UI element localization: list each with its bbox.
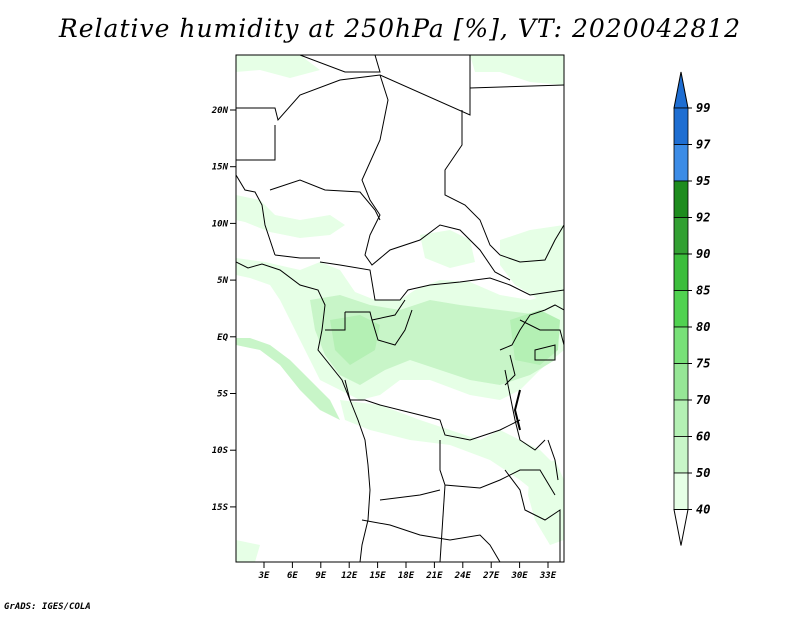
lon-tick-label: 33E (539, 571, 557, 581)
lat-tick-label: 5S (217, 390, 228, 400)
humidity-region-northeast (470, 55, 564, 85)
colorbar-label: 92 (696, 211, 710, 225)
colorbar-segment (673, 180, 689, 218)
humidity-region-congo (310, 295, 560, 385)
colorbar-label: 85 (696, 284, 710, 298)
footer-credit: GrADS: IGES/COLA (4, 602, 91, 612)
colorbar-top-arrow (673, 71, 689, 109)
colorbar-segment (673, 472, 689, 510)
lon-tick-label: 9E (315, 571, 326, 581)
colorbar-label: 40 (696, 503, 710, 517)
humidity-region-lakes (510, 310, 560, 365)
humidity-region-east (500, 225, 564, 300)
colorbar-bottom-arrow (673, 509, 689, 546)
colorbar-segment (673, 363, 689, 401)
colorbar-segment (673, 107, 689, 145)
colorbar-label: 80 (696, 320, 710, 334)
colorbar-segment (673, 326, 689, 364)
longitude-axis: 3E 6E 9E 12E 15E 18E 21E 24E 27E 30E 33E (258, 562, 557, 581)
colorbar-segment (673, 436, 689, 474)
map-panel (235, 54, 565, 563)
humidity-region-south-coast (236, 338, 340, 420)
lon-tick-label: 15E (369, 571, 386, 581)
map-frame (235, 54, 565, 563)
humidity-region-southeast (528, 460, 564, 545)
colorbar-label: 50 (696, 466, 710, 480)
colorbar-label: 75 (696, 357, 710, 371)
lon-tick-label: 24E (454, 571, 472, 581)
map-title: Relative humidity at 250hPa [%], VT: 202… (58, 14, 742, 43)
lon-tick-label: 18E (398, 571, 415, 581)
humidity-region-southwest-small (236, 540, 260, 562)
lat-tick-label: 10S (212, 446, 229, 456)
colorbar: 99 97 95 92 90 85 80 75 70 60 50 40 (673, 71, 711, 546)
lat-tick-label: 5N (217, 276, 228, 286)
humidity-region-sahel (420, 230, 475, 268)
lon-tick-label: 3E (258, 571, 270, 581)
lat-tick-label: 15S (212, 503, 229, 513)
colorbar-label: 95 (696, 174, 710, 188)
country-borders (236, 55, 564, 562)
colorbar-segment (673, 290, 689, 328)
humidity-region-core (330, 315, 380, 365)
colorbar-label: 99 (696, 101, 710, 115)
humidity-field (236, 55, 564, 562)
colorbar-segment (673, 144, 689, 182)
lon-tick-label: 12E (341, 571, 358, 581)
lon-tick-label: 21E (425, 571, 443, 581)
lat-tick-label: EQ (217, 333, 228, 343)
latitude-axis: 20N 15N 10N 5N EQ 5S 10S 15S (211, 106, 236, 513)
colorbar-label: 90 (696, 247, 710, 261)
humidity-region-sw (340, 400, 564, 500)
lat-tick-label: 20N (211, 106, 229, 116)
colorbar-segment (673, 399, 689, 437)
colorbar-label: 60 (696, 430, 710, 444)
lon-tick-label: 27E (482, 571, 500, 581)
humidity-region-nigeria (236, 195, 345, 238)
lon-tick-label: 30E (510, 571, 528, 581)
lat-tick-label: 15N (212, 163, 229, 173)
colorbar-segment (673, 217, 689, 255)
lat-tick-label: 10N (212, 219, 229, 229)
colorbar-label: 70 (696, 393, 710, 407)
humidity-region-north (236, 55, 320, 78)
colorbar-label: 97 (696, 138, 711, 152)
lon-tick-label: 6E (287, 571, 298, 581)
colorbar-segment (673, 253, 689, 291)
